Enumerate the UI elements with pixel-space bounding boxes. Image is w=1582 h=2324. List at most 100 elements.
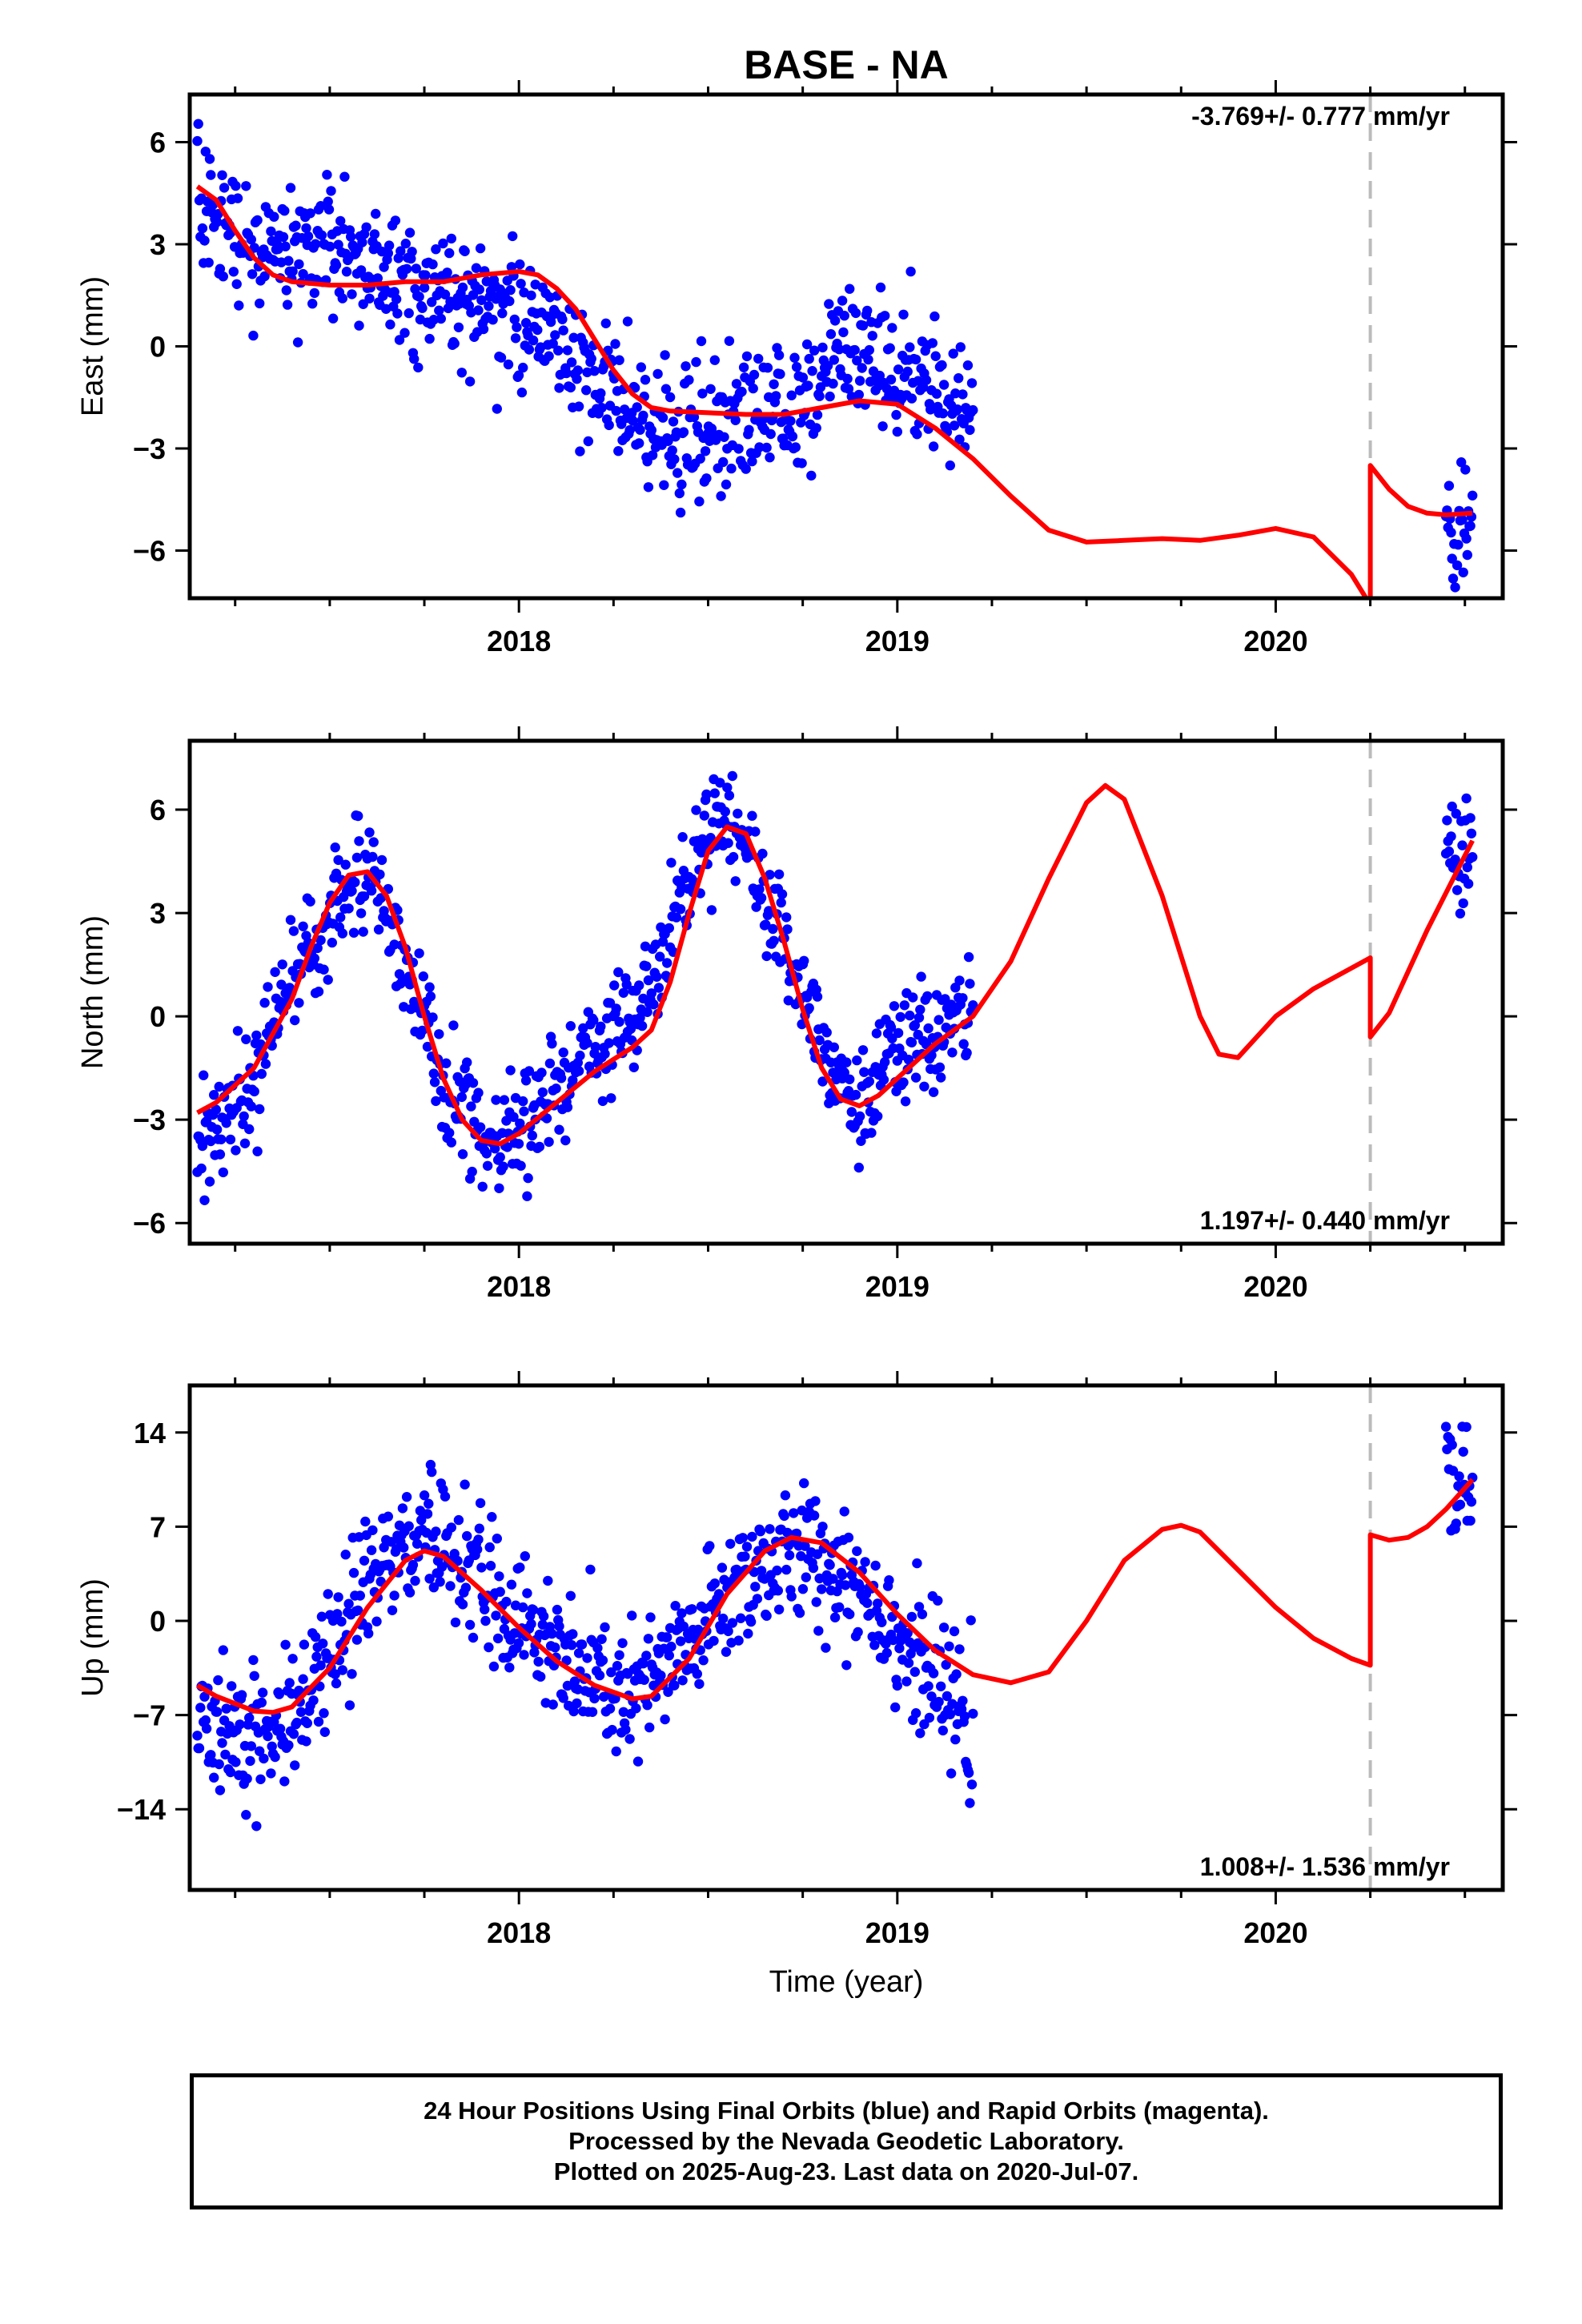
north-data-point — [1455, 908, 1466, 919]
up-data-point — [347, 1669, 357, 1679]
east-data-point — [394, 335, 405, 345]
east-data-point — [371, 208, 381, 219]
north-data-point — [909, 1019, 921, 1031]
north-data-point — [871, 1028, 882, 1039]
up-data-point — [513, 1638, 524, 1648]
north-data-point — [364, 827, 375, 838]
up-data-point — [624, 1734, 635, 1744]
east-data-point — [604, 420, 614, 431]
east-data-point — [404, 308, 414, 319]
east-data-point — [614, 355, 624, 365]
up-data-point — [799, 1478, 809, 1489]
up-data-point — [958, 1695, 968, 1706]
up-data-point — [800, 1541, 810, 1551]
east-data-point — [193, 119, 203, 129]
east-data-point — [677, 479, 687, 490]
north-data-point — [475, 1122, 486, 1132]
north-data-point — [312, 943, 323, 954]
north-data-point — [889, 1001, 900, 1011]
up-data-point — [533, 1656, 544, 1667]
east-data-point — [678, 427, 689, 437]
east-data-point — [515, 259, 525, 270]
east-data-point — [420, 270, 431, 280]
east-data-point — [512, 322, 522, 332]
north-data-point — [754, 884, 765, 895]
east-data-point — [557, 314, 568, 324]
north-data-point — [900, 1096, 911, 1107]
up-data-point — [968, 1708, 978, 1719]
up-data-point — [741, 1542, 753, 1552]
north-data-point — [880, 1056, 890, 1068]
up-data-point — [765, 1524, 775, 1534]
east-data-point — [842, 373, 853, 384]
east-data-point — [838, 327, 849, 338]
east-data-point — [280, 241, 291, 251]
up-data-point — [813, 1626, 824, 1636]
east-data-point — [726, 463, 737, 474]
up-data-point — [709, 1578, 720, 1589]
up-data-point — [566, 1640, 577, 1651]
up-y-axis-label: Up (mm) — [76, 1578, 110, 1697]
east-data-point — [857, 363, 867, 373]
east-data-point — [1446, 527, 1456, 538]
east-data-point — [675, 507, 686, 518]
east-data-point — [400, 239, 411, 249]
north-data-point — [348, 927, 359, 938]
east-data-point — [817, 342, 828, 353]
east-data-point — [246, 234, 256, 245]
east-data-point — [456, 368, 467, 378]
east-data-point — [822, 360, 833, 371]
north-data-point — [225, 1134, 236, 1145]
east-data-point — [434, 305, 444, 316]
north-data-point — [263, 982, 273, 992]
up-data-point — [367, 1525, 378, 1536]
north-data-point — [578, 1023, 588, 1034]
up-data-point — [221, 1703, 231, 1714]
north-data-point — [910, 1072, 921, 1083]
north-data-point — [873, 1111, 883, 1122]
up-data-point — [611, 1746, 621, 1757]
up-data-point — [480, 1604, 490, 1614]
north-data-point — [565, 1021, 576, 1031]
north-data-point — [241, 1034, 251, 1044]
east-data-point — [1452, 605, 1461, 614]
north-data-point — [1452, 885, 1463, 895]
up-data-point — [311, 1651, 322, 1662]
north-data-point — [513, 1139, 524, 1149]
east-data-point — [310, 239, 321, 249]
east-data-point — [586, 353, 596, 364]
east-data-point — [249, 243, 259, 253]
north-data-point — [457, 1149, 468, 1160]
up-data-point — [485, 1561, 496, 1571]
up-data-point — [475, 1498, 486, 1509]
up-data-point — [552, 1604, 563, 1615]
east-data-point — [962, 360, 974, 371]
up-data-point — [245, 1755, 255, 1767]
north-data-point — [508, 1112, 519, 1123]
up-data-point — [942, 1691, 953, 1702]
east-data-point — [837, 296, 848, 306]
east-data-point — [660, 350, 670, 360]
east-data-point — [524, 344, 535, 355]
east-data-point — [192, 135, 203, 147]
caption-line-1: 24 Hour Positions Using Final Orbits (bl… — [424, 2097, 1269, 2125]
north-data-point — [625, 1023, 636, 1035]
north-data-point — [199, 1195, 210, 1206]
up-data-point — [870, 1560, 881, 1571]
north-data-point — [494, 1183, 504, 1194]
east-data-point — [497, 308, 508, 319]
north-data-point — [720, 806, 730, 817]
north-data-point — [305, 896, 315, 907]
east-data-point — [635, 424, 645, 435]
north-data-point — [1451, 808, 1462, 819]
east-data-point — [252, 215, 263, 226]
up-data-point — [199, 1691, 210, 1702]
up-data-point — [330, 1669, 340, 1679]
east-data-point — [791, 362, 802, 372]
east-data-point — [622, 316, 633, 327]
up-data-point — [519, 1650, 529, 1660]
up-data-point — [596, 1634, 607, 1644]
east-x-tick-label: 2020 — [1243, 625, 1307, 657]
north-data-point — [706, 905, 717, 915]
east-data-point — [471, 263, 482, 273]
